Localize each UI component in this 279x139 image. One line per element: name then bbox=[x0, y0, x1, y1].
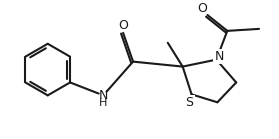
Text: N: N bbox=[215, 50, 224, 63]
Text: O: O bbox=[198, 2, 207, 15]
Text: N: N bbox=[98, 89, 108, 102]
Text: S: S bbox=[186, 96, 194, 109]
Text: O: O bbox=[118, 19, 128, 32]
Text: H: H bbox=[99, 98, 107, 108]
